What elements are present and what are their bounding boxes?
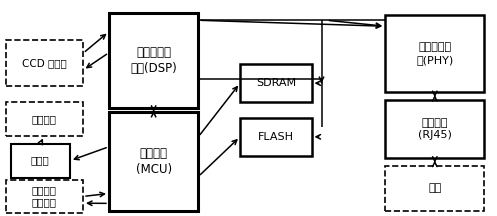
Text: 驱动器: 驱动器	[31, 156, 50, 166]
Bar	[5, 179, 83, 213]
Text: 电脑: 电脑	[428, 183, 441, 194]
Bar	[5, 102, 83, 136]
Text: CCD 驱动板: CCD 驱动板	[22, 58, 67, 68]
Bar	[5, 40, 83, 86]
Bar	[240, 118, 312, 156]
Text: 光发射管
光接收管: 光发射管 光接收管	[32, 185, 57, 208]
Text: 步进电机: 步进电机	[32, 114, 57, 124]
Bar	[385, 166, 485, 211]
Bar	[10, 144, 70, 178]
Text: 网络端口
(RJ45): 网络端口 (RJ45)	[418, 118, 452, 140]
Bar	[109, 112, 198, 211]
Bar	[385, 100, 485, 158]
Text: FLASH: FLASH	[258, 132, 294, 142]
Bar	[240, 64, 312, 102]
Bar	[385, 15, 485, 92]
Bar	[109, 13, 198, 108]
Text: 微控制器
(MCU): 微控制器 (MCU)	[136, 147, 171, 176]
Text: 以太网收发
器(PHY): 以太网收发 器(PHY)	[416, 42, 453, 65]
Text: SDRAM: SDRAM	[256, 78, 296, 88]
Text: 数字信号处
理器(DSP): 数字信号处 理器(DSP)	[130, 46, 177, 75]
